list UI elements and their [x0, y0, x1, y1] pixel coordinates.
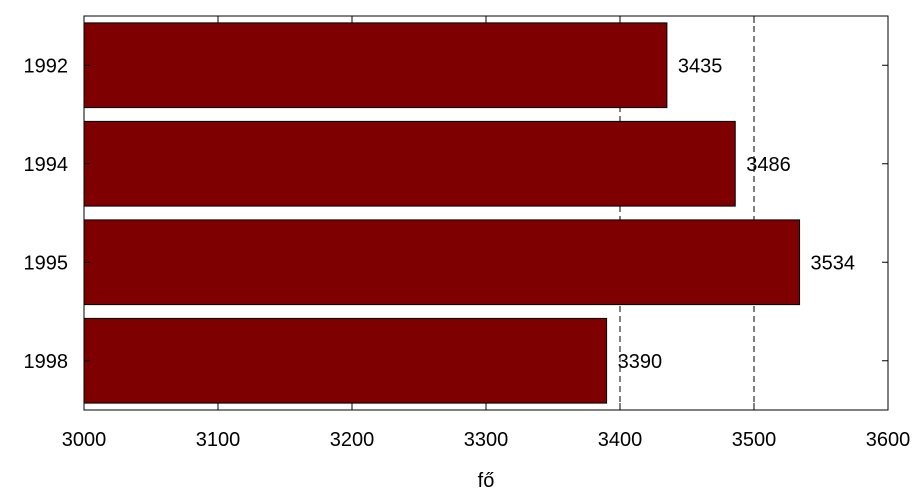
x-tick-label-3100: 3100 [196, 429, 241, 451]
x-axis-title: fő [478, 470, 495, 492]
bar-value-label-1995: 3534 [811, 252, 856, 274]
labels-layer: 3435 1992 3486 1994 3534 1995 3390 1998 3000 3100… [24, 55, 911, 451]
ticks-layer [83, 16, 889, 410]
bar-1994 [83, 120, 736, 207]
y-tick-label-1998: 1998 [24, 351, 69, 373]
y-tick-label-1994: 1994 [24, 154, 69, 176]
bar-value-label-1994: 3486 [746, 154, 791, 176]
bar-1992 [83, 22, 668, 109]
y-tick-label-1995: 1995 [24, 252, 69, 274]
x-tick-label-3000: 3000 [62, 429, 107, 451]
x-tick-label-3500: 3500 [732, 429, 777, 451]
bar-value-label-1998: 3390 [618, 351, 663, 373]
bar-1998 [83, 317, 608, 404]
bar-1995 [83, 219, 801, 306]
x-tick-label-3300: 3300 [464, 429, 509, 451]
bars-layer [83, 22, 801, 404]
x-tick-label-3200: 3200 [330, 429, 375, 451]
bar-value-label-1992: 3435 [678, 55, 723, 77]
x-tick-label-3400: 3400 [598, 429, 643, 451]
x-tick-label-3600: 3600 [866, 429, 911, 451]
y-tick-label-1992: 1992 [24, 55, 69, 77]
